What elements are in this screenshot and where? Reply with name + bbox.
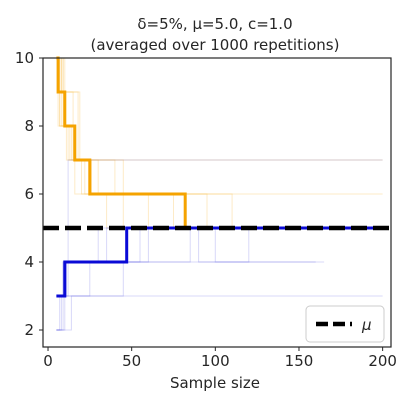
x-axis-ticks: 0 50 100 150 200 [43, 347, 397, 370]
upper-repetition-trace [56, 57, 266, 229]
lower-repetition-trace [56, 159, 383, 331]
legend-mu-label: μ [361, 316, 372, 334]
plot-frame [42, 57, 392, 348]
lower-repetition-trace [56, 227, 266, 331]
average-lines [56, 56, 383, 298]
upper-average-line [56, 56, 383, 230]
y-tick-label: 8 [24, 117, 34, 135]
upper-repetition-trace [56, 57, 383, 161]
lower-repetition-trace [56, 227, 299, 331]
x-tick-label: 200 [368, 352, 397, 370]
y-tick-label: 2 [24, 321, 34, 339]
upper-repetition-trace [56, 57, 283, 229]
upper-repetition-trace [56, 57, 383, 195]
chart-title-line1: δ=5%, μ=5.0, c=1.0 [137, 15, 292, 33]
legend: μ [305, 305, 385, 343]
upper-repetition-trace [56, 57, 249, 229]
chart-title-line2: (averaged over 1000 repetitions) [91, 36, 340, 54]
lower-repetition-trace [56, 227, 291, 331]
x-axis-label: Sample size [170, 374, 260, 392]
upper-repetition-trace [56, 57, 333, 229]
y-tick-label: 6 [24, 185, 34, 203]
y-axis-ticks: 2 4 6 8 10 [15, 49, 43, 339]
lower-repetition-trace [56, 227, 325, 297]
x-tick-label: 150 [285, 352, 314, 370]
x-tick-label: 0 [43, 352, 53, 370]
upper-repetition-trace [56, 57, 299, 229]
y-tick-label: 4 [24, 253, 34, 271]
y-tick-label: 10 [15, 49, 34, 67]
lower-repetition-trace [56, 227, 316, 297]
x-tick-label: 50 [122, 352, 141, 370]
x-tick-label: 100 [201, 352, 230, 370]
